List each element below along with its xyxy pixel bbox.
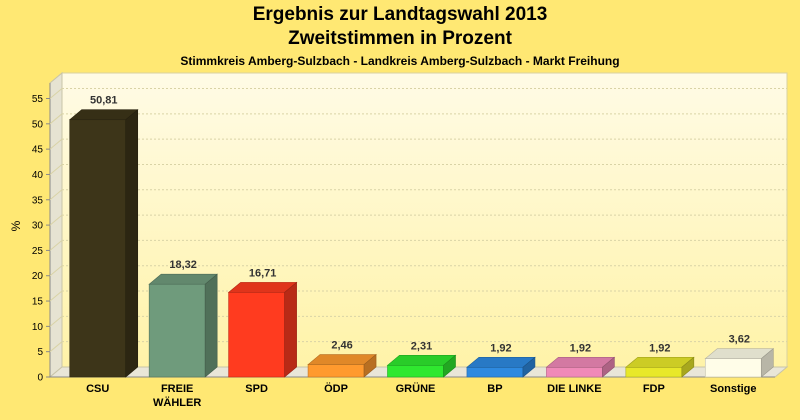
grid-line-side [49,315,63,327]
bar-side [284,281,297,378]
x-tick-label: CSU [86,383,109,395]
data-label: 2,31 [411,340,432,352]
grid-line-side [49,265,63,277]
chart-title: Ergebnis zur Landtagswahl 2013 [252,4,548,25]
grid-line-side [49,138,63,150]
bar [704,348,775,378]
x-tick-label: SPD [245,383,268,395]
y-tick-label: 10 [32,322,44,333]
grid-line-side [49,113,63,125]
x-tick-label: FDP [643,383,665,395]
bar-side [125,109,139,378]
bar [148,273,218,378]
y-tick-label: 45 [32,145,44,156]
x-tick-label: FREIE [161,383,193,395]
y-tick-label: 55 [32,94,44,105]
bar-front [466,366,524,378]
x-tick-label: BP [487,383,502,395]
bar [386,354,457,378]
data-label: 50,81 [90,95,118,107]
bar-side [602,356,615,378]
bar [545,356,616,378]
x-tick-label: GRÜNE [396,382,436,395]
chart-subtitle: Zweitstimmen in Prozent [288,28,512,49]
bar-front [546,366,603,378]
bar-front [704,358,762,378]
data-label: 16,71 [249,267,277,279]
bar-front [148,283,206,378]
data-label: 1,92 [649,342,670,354]
y-tick-label: 20 [32,271,44,282]
y-tick-label: 30 [32,221,44,232]
x-tick-label: Sonstige [710,383,756,395]
bar-front [387,365,444,378]
bar [466,356,536,378]
bar-side [681,356,695,378]
bar-side [204,273,218,378]
grid-line-side [49,290,63,302]
bar [307,353,377,378]
y-tick-label: 50 [32,119,44,130]
grid-line-side [49,341,63,353]
grid-line-side [49,214,63,226]
y-axis-label: % [9,220,23,231]
grid-line-side [49,189,63,201]
bar [625,356,695,378]
data-label: 1,92 [570,342,591,354]
bar-side [443,354,456,378]
bar [68,109,139,378]
y-tick-label: 40 [32,170,44,181]
x-tick-label: WÄHLER [153,396,201,409]
bar-front [307,364,365,378]
bar-front [228,292,285,378]
bar-front [69,119,127,378]
grid-line-side [49,88,63,99]
bar-side [363,353,377,378]
y-tick-label: 25 [32,246,44,257]
y-tick-label: 35 [32,195,44,206]
y-tick-label: 5 [37,347,43,358]
data-label: 18,32 [169,259,197,271]
chart-region-label: Stimmkreis Amberg-Sulzbach - Landkreis A… [180,54,620,68]
bar-side [760,348,774,378]
bar [227,281,298,378]
data-label: 3,62 [729,334,750,346]
y-tick-label: 15 [32,297,44,308]
y-tick-label: 0 [37,373,43,384]
data-label: 2,46 [331,340,352,352]
data-label: 1,92 [490,342,511,354]
bar-front [625,366,683,378]
grid-line-side [49,164,63,175]
bar-side [522,356,536,378]
grid-line-side [49,240,63,251]
x-tick-label: DIE LINKE [547,383,601,395]
x-tick-label: ÖDP [324,382,348,395]
